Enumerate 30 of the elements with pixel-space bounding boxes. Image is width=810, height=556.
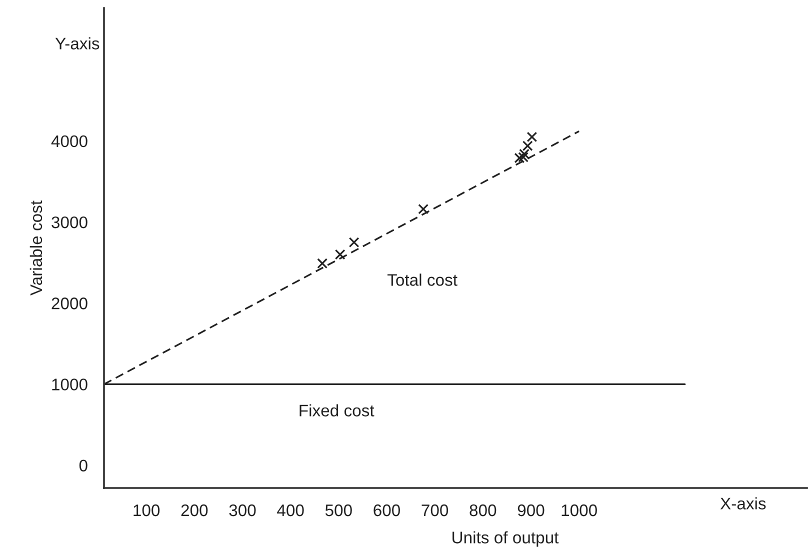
text: Y-axis: [55, 37, 100, 50]
x-tick-label: 900: [518, 504, 544, 516]
point: [518, 152, 529, 162]
point: [348, 237, 360, 248]
series-label: Fixed cost: [300, 404, 374, 416]
x-tick-label: 100: [134, 504, 160, 516]
x-tick-label: 700: [422, 504, 448, 516]
y-tick-label: 0: [79, 460, 88, 472]
x-tick-label: 500: [325, 504, 352, 516]
x-tick-label: 200: [181, 504, 208, 516]
x-tick-label: 1000: [562, 504, 597, 516]
point: [519, 148, 530, 160]
point: [526, 132, 538, 142]
y-tick-label: 2000: [52, 298, 88, 310]
x-tick-label: 600: [374, 504, 400, 516]
y-axis-title: Variable cost: [30, 200, 42, 296]
y-tick-label: 1000: [52, 378, 88, 390]
point: [334, 249, 346, 260]
point: [514, 152, 525, 164]
x-tick-label: 800: [470, 504, 496, 516]
text: X-axis: [720, 497, 766, 510]
text: Total cost: [387, 274, 458, 286]
y-tick-label: 4000: [51, 135, 88, 148]
point: [317, 258, 328, 269]
x-tick-label: 400: [277, 504, 304, 516]
y-tick-label: 3000: [52, 216, 88, 228]
x-axis-title: Units of output: [452, 531, 559, 547]
x-tick-label: 300: [229, 504, 256, 516]
point: [522, 140, 533, 152]
point: [418, 204, 429, 214]
